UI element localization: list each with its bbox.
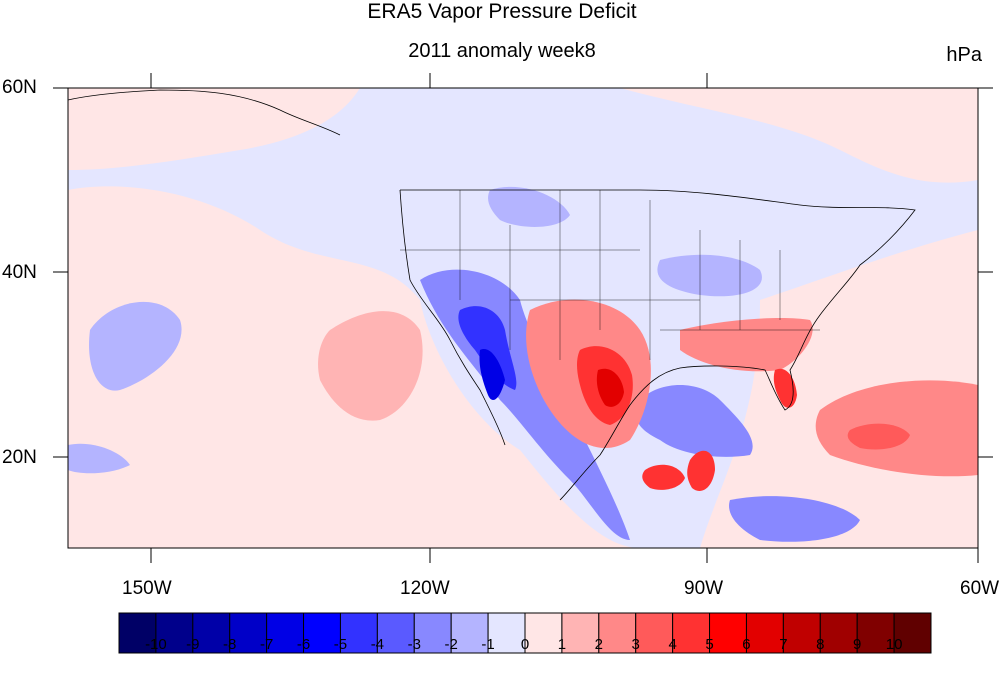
colorbar-tick-label: -2 xyxy=(444,636,458,653)
negative-region-gulf xyxy=(636,385,753,457)
negative-region-hawaii-south xyxy=(68,443,130,474)
colorbar-box xyxy=(672,612,711,654)
colorbar-box xyxy=(782,612,821,654)
colorbar-box xyxy=(229,612,268,654)
colorbar-box xyxy=(635,612,674,654)
negative-region-caribbean xyxy=(729,496,860,542)
lat-label-60n: 60N xyxy=(2,77,37,98)
colorbar-tick-label: -4 xyxy=(370,636,385,653)
units-label: hPa xyxy=(946,44,982,66)
negative-region-plains xyxy=(488,186,570,227)
negative-region-great-lakes xyxy=(657,254,762,297)
colorbar-tick-label: 6 xyxy=(742,636,751,653)
axis-ticks xyxy=(53,73,993,563)
negative-core-southwest xyxy=(458,306,517,390)
map-title: ERA5 Vapor Pressure Deficit xyxy=(367,0,637,23)
positive-region-northeast xyxy=(620,88,978,183)
lon-label-120w: 120W xyxy=(400,578,450,599)
map-subtitle: 2011 anomaly week8 xyxy=(408,40,596,62)
colorbar-box xyxy=(376,612,415,654)
colorbar-tick-label: 9 xyxy=(853,636,862,653)
colorbar-tick-label: 0 xyxy=(520,636,530,653)
positive-region-north-pacific xyxy=(68,88,360,170)
colorbar-tick-label: 10 xyxy=(885,636,903,653)
colorbar-tick-label: 7 xyxy=(779,636,788,653)
colorbar-tick-label: -3 xyxy=(407,636,421,653)
state-borders xyxy=(400,190,820,360)
positive-region-southeast xyxy=(680,318,813,372)
positive-region-yucatan xyxy=(642,464,685,490)
positive-region-florida xyxy=(773,368,797,408)
colorbar-box xyxy=(413,612,452,654)
colorbar-tick-label: -7 xyxy=(259,636,274,653)
colorbar-box xyxy=(450,612,489,654)
colorbar-box xyxy=(303,612,341,654)
negative-region-hawaii xyxy=(89,301,182,391)
colorbar-tick-label: -5 xyxy=(333,636,348,653)
negative-core-baja xyxy=(479,349,505,400)
colorbar-box xyxy=(266,612,305,654)
colorbar xyxy=(118,612,932,654)
colorbar-tick-label: -9 xyxy=(186,636,200,653)
positive-region-cuba xyxy=(687,450,715,491)
lat-label-40n: 40N xyxy=(2,262,37,283)
lon-label-150w: 150W xyxy=(122,578,172,599)
colorbar-tick-label: -1 xyxy=(481,636,495,653)
colorbar-box xyxy=(487,612,526,654)
colorbar-tick-label: -10 xyxy=(145,636,167,653)
map-frame xyxy=(67,87,979,549)
lon-label-90w: 90W xyxy=(684,578,724,599)
colorbar-box xyxy=(893,612,932,654)
colorbar-box xyxy=(155,612,194,654)
colorbar-box xyxy=(561,612,600,654)
colorbar-box xyxy=(339,612,378,654)
colorbar-tick-label: 8 xyxy=(816,636,825,653)
lon-label-60w: 60W xyxy=(960,578,1000,599)
colorbar-box xyxy=(709,612,747,654)
colorbar-box xyxy=(118,612,157,654)
colorbar-tick-label: 3 xyxy=(631,636,640,653)
positive-peak-texas xyxy=(596,368,624,407)
positive-core-atlantic xyxy=(847,423,910,450)
anomaly-field xyxy=(68,88,978,548)
colorbar-tick-label: 5 xyxy=(705,636,714,653)
lat-label-20n: 20N xyxy=(2,447,37,468)
colorbar-tick-label: -6 xyxy=(296,636,311,653)
positive-region-pacific-west xyxy=(318,311,423,421)
colorbar-tick-label: 1 xyxy=(557,636,567,653)
colorbar-boxes xyxy=(118,612,932,654)
coastlines xyxy=(68,89,916,501)
colorbar-tick-label: 4 xyxy=(668,636,677,653)
colorbar-tick-label: 2 xyxy=(594,636,603,653)
colorbar-tick-label: -8 xyxy=(223,636,237,653)
